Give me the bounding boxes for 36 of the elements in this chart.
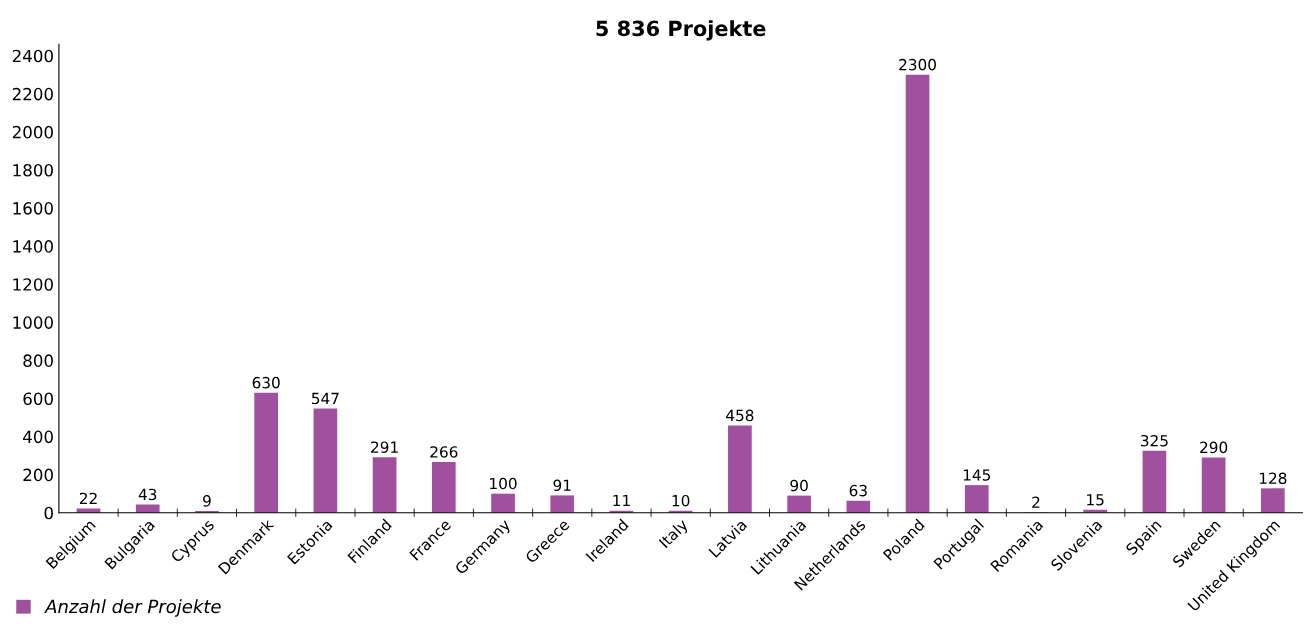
y-tick-label: 600 bbox=[23, 392, 53, 406]
data-label: 291 bbox=[371, 441, 398, 453]
data-label: 90 bbox=[790, 479, 808, 492]
data-label: 458 bbox=[726, 409, 754, 422]
data-label: 9 bbox=[203, 495, 211, 507]
y-tick-label: 400 bbox=[23, 430, 53, 444]
data-label: 630 bbox=[252, 376, 280, 389]
y-tick-label: 2200 bbox=[12, 87, 53, 101]
data-label: 266 bbox=[430, 446, 458, 458]
y-tick-label: 1200 bbox=[13, 278, 53, 291]
y-tick-label: 0 bbox=[44, 506, 53, 520]
data-label: 290 bbox=[1200, 441, 1228, 454]
data-label: 547 bbox=[311, 392, 339, 405]
data-label: 43 bbox=[138, 488, 157, 501]
data-label: 11 bbox=[613, 494, 630, 507]
y-tick-label: 1400 bbox=[13, 240, 53, 253]
data-label: 2 bbox=[1032, 496, 1040, 508]
data-label: 63 bbox=[849, 484, 867, 497]
data-label: 2300 bbox=[899, 58, 936, 71]
y-tick-label: 200 bbox=[23, 468, 53, 482]
data-label: 100 bbox=[490, 477, 517, 490]
legend-label: Anzahl der Projekte bbox=[44, 599, 221, 617]
y-tick-label: 1000 bbox=[13, 316, 53, 329]
y-tick-label: 2000 bbox=[12, 125, 53, 139]
y-tick-label: 2400 bbox=[12, 49, 53, 63]
y-tick-label: 800 bbox=[23, 354, 53, 367]
data-label: 91 bbox=[553, 479, 571, 492]
data-label: 128 bbox=[1259, 472, 1287, 485]
y-tick-label: 1600 bbox=[13, 202, 53, 215]
data-label: 22 bbox=[79, 492, 97, 504]
data-label: 325 bbox=[1141, 434, 1168, 447]
y-tick-label: 1800 bbox=[13, 163, 53, 177]
data-label: 15 bbox=[1087, 494, 1104, 506]
data-label: 10 bbox=[672, 494, 690, 507]
data-label: 145 bbox=[963, 469, 991, 481]
chart-title: 5 836 Projekte bbox=[596, 20, 766, 41]
